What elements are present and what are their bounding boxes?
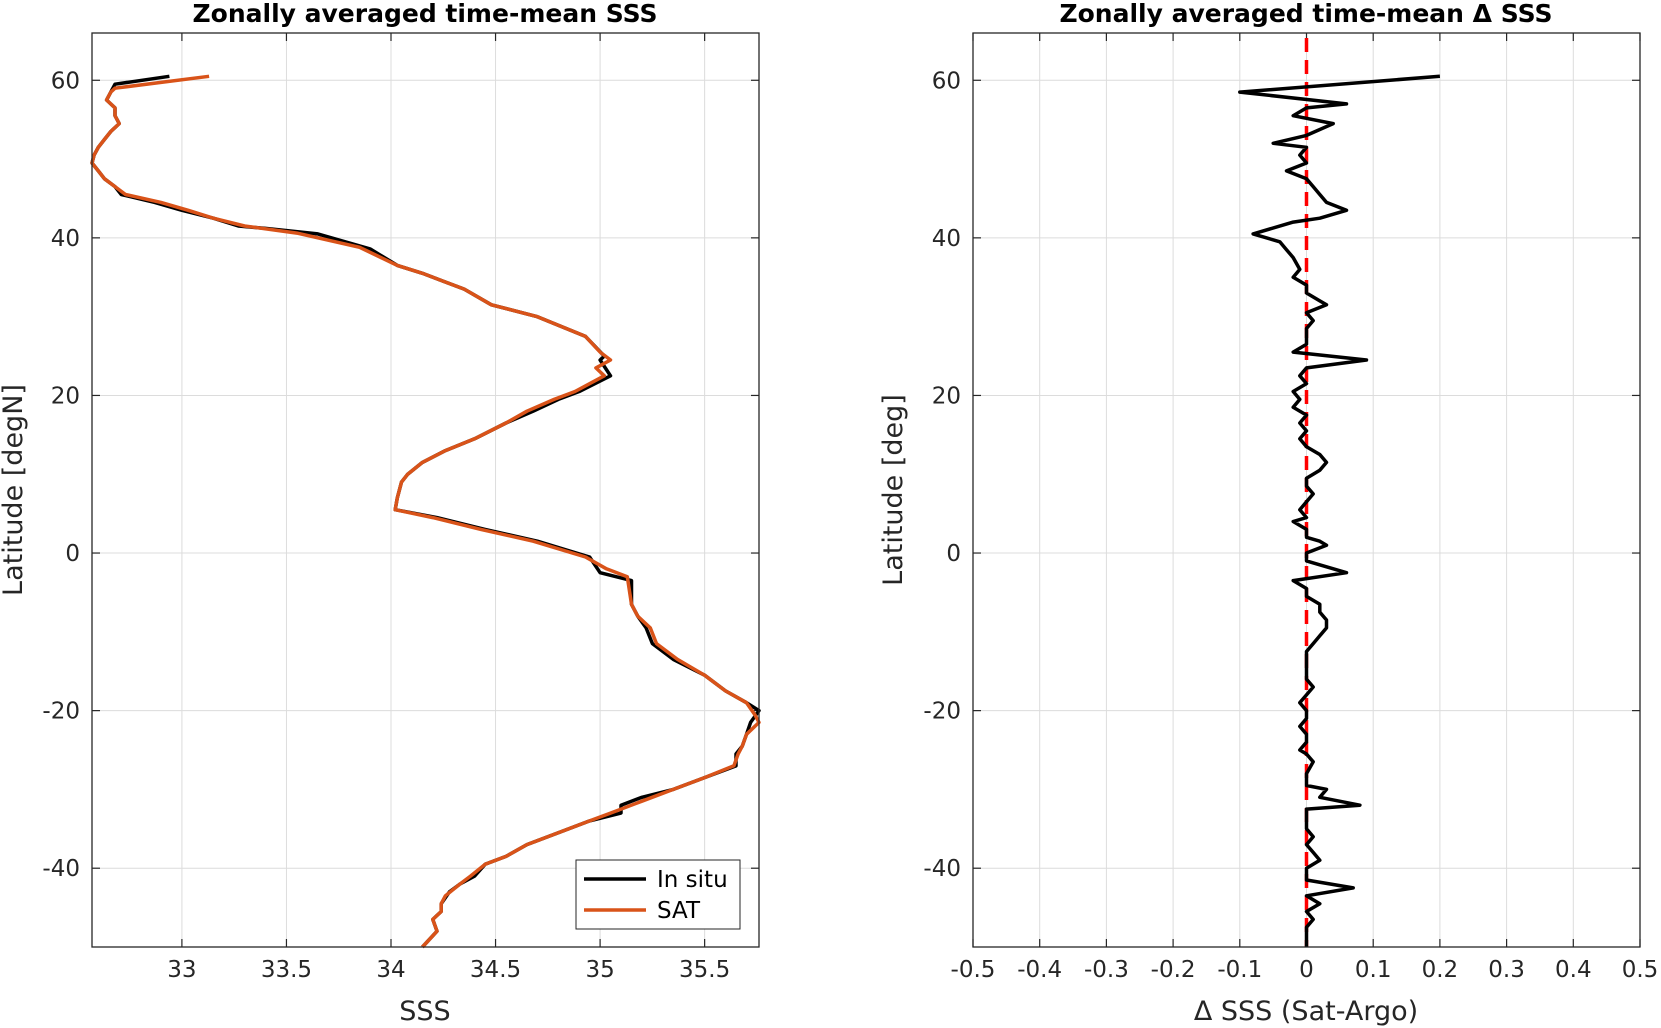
x-tick-label: -0.5 [951, 957, 996, 983]
x-tick-label: -0.1 [1217, 957, 1262, 983]
delta-sss-panel: -0.5 -0.4 -0.3 -0.2 -0.1 0 0.1 0.2 0.3 0.4 0.5 -40 -… [878, 0, 1658, 1027]
y-tick-label: 60 [51, 68, 80, 94]
axes-box [91, 32, 760, 948]
x-tick-label: 33 [167, 957, 196, 983]
y-axis-label: Latitude [deg] [878, 394, 909, 586]
x-tick-label: -0.2 [1151, 957, 1196, 983]
y-tick-label: -20 [42, 699, 80, 725]
series-layer [90, 74, 761, 949]
x-axis-label: Δ SSS (Sat-Argo) [1194, 996, 1418, 1027]
sss-panel: 33 33.5 34 34.5 35 35.5 -40 -20 0 20 40 60 Zonally … [0, 0, 761, 1027]
x-tick-label: 0.3 [1488, 957, 1525, 983]
ticks: 33 33.5 34 34.5 35 35.5 -40 -20 0 20 40 60 [42, 33, 759, 983]
legend-label-sat: SAT [657, 898, 701, 924]
series-layer [1238, 74, 1441, 947]
plot-area [92, 33, 759, 947]
x-tick-label: 0.5 [1622, 957, 1659, 983]
x-axis-label: SSS [399, 996, 450, 1027]
y-tick-label: 20 [932, 383, 961, 409]
y-tick-label: 40 [932, 226, 961, 252]
series-line-delta-sss [1238, 74, 1441, 947]
y-tick-label: 60 [932, 68, 961, 94]
y-tick-label: 40 [51, 226, 80, 252]
x-tick-label: -0.3 [1084, 957, 1129, 983]
x-tick-label: 33.5 [261, 957, 312, 983]
x-tick-label: 34 [376, 957, 405, 983]
x-tick-label: 0.4 [1555, 957, 1592, 983]
x-tick-label: 35 [585, 957, 614, 983]
legend: In situ SAT [575, 859, 741, 930]
y-tick-label: 0 [65, 541, 80, 567]
x-tick-label: 35.5 [679, 957, 730, 983]
x-tick-label: 0.1 [1355, 957, 1392, 983]
y-tick-label: -20 [923, 699, 961, 725]
y-tick-label: 0 [946, 541, 961, 567]
axes-box [972, 32, 1641, 948]
chart-title: Zonally averaged time-mean Δ SSS [1060, 0, 1553, 28]
x-tick-label: -0.4 [1017, 957, 1062, 983]
y-tick-label: 20 [51, 383, 80, 409]
legend-box [575, 859, 741, 930]
series-line-sat [90, 74, 761, 949]
y-axis-label: Latitude [degN] [0, 384, 29, 596]
x-tick-label: 0 [1299, 957, 1314, 983]
x-tick-label: 0.2 [1422, 957, 1459, 983]
chart-title: Zonally averaged time-mean SSS [193, 0, 658, 28]
y-tick-label: -40 [923, 856, 961, 882]
legend-label-in-situ: In situ [657, 867, 728, 893]
grid [92, 33, 759, 947]
ticks: -0.5 -0.4 -0.3 -0.2 -0.1 0 0.1 0.2 0.3 0.4 0.5 -40 -… [923, 33, 1658, 983]
x-tick-label: 34.5 [470, 957, 521, 983]
y-tick-label: -40 [42, 856, 80, 882]
